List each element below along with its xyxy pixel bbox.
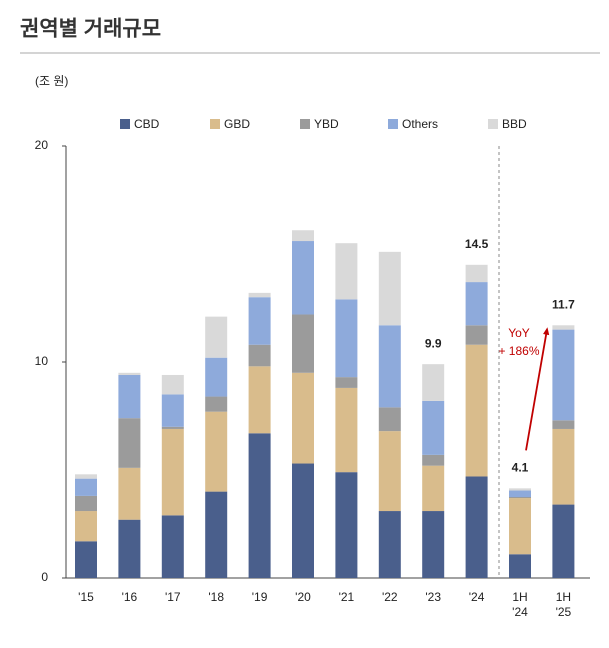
bar-segment xyxy=(118,519,141,578)
bar-segment xyxy=(422,400,445,455)
bar-segment xyxy=(205,396,228,412)
bar-segment xyxy=(335,243,358,300)
x-tick-label: '18 xyxy=(208,590,224,604)
bar-segment xyxy=(75,474,97,479)
bar-segment xyxy=(292,230,314,242)
bar-segment xyxy=(248,292,271,298)
bar-segment xyxy=(161,394,184,427)
legend-label: GBD xyxy=(224,117,250,131)
bar-segment xyxy=(335,377,358,388)
legend-swatch xyxy=(488,119,498,129)
bar-segment xyxy=(552,329,575,421)
legend-swatch xyxy=(120,119,130,129)
bar-segment xyxy=(552,428,575,505)
bar-segment xyxy=(509,497,531,499)
total-label: 4.1 xyxy=(512,461,529,475)
y-tick-label: 0 xyxy=(41,570,48,584)
chart-title: 권역별 거래규모 xyxy=(20,18,161,41)
bar-segment xyxy=(248,366,271,434)
bar-segment xyxy=(205,491,228,578)
bar-segment xyxy=(292,241,314,315)
x-tick-label: '16 xyxy=(122,590,138,604)
unit-label: (조 원) xyxy=(35,74,68,88)
bar-segment xyxy=(465,325,488,345)
total-label: 14.5 xyxy=(465,237,489,251)
bar-segment xyxy=(75,541,97,578)
legend-label: CBD xyxy=(134,117,160,131)
bar-segment xyxy=(422,454,445,466)
bar-segment xyxy=(161,428,184,516)
bar-segment xyxy=(161,426,184,429)
bar-segment xyxy=(248,433,271,578)
legend-swatch xyxy=(388,119,398,129)
bar-segment xyxy=(118,372,141,375)
bar-segment xyxy=(422,511,445,578)
x-tick-label: '21 xyxy=(339,590,355,604)
bar-segment xyxy=(465,282,488,326)
bar-segment xyxy=(75,495,97,512)
bar-segment xyxy=(292,314,314,373)
x-tick-label: 1H '24 xyxy=(512,590,528,619)
bar-segment xyxy=(422,465,445,512)
bar-segment xyxy=(422,364,445,401)
bar-segment xyxy=(161,374,184,395)
legend-swatch xyxy=(300,119,310,129)
legend-label: YBD xyxy=(314,117,339,131)
bar-segment xyxy=(378,431,401,512)
x-tick-label: '23 xyxy=(425,590,441,604)
bar-segment xyxy=(509,488,531,491)
y-tick-label: 20 xyxy=(35,138,49,152)
bar-segment xyxy=(118,467,141,520)
bar-segment xyxy=(118,374,141,419)
bar-segment xyxy=(378,511,401,578)
x-tick-label: '22 xyxy=(382,590,398,604)
bar-segment xyxy=(465,344,488,477)
bar-segment xyxy=(465,476,488,578)
bar-segment xyxy=(465,264,488,283)
bar-segment xyxy=(248,344,271,367)
bar-segment xyxy=(75,478,97,496)
bar-segment xyxy=(335,387,358,473)
x-tick-label: '19 xyxy=(252,590,268,604)
x-tick-label: '15 xyxy=(78,590,94,604)
legend-swatch xyxy=(210,119,220,129)
bar-segment xyxy=(205,357,228,397)
bar-segment xyxy=(292,372,314,464)
x-tick-label: '17 xyxy=(165,590,181,604)
bar-segment xyxy=(335,472,358,578)
bar-segment xyxy=(335,299,358,378)
bar-segment xyxy=(552,420,575,429)
yoy-change: + 186% xyxy=(498,344,539,358)
bar-segment xyxy=(161,515,184,578)
bar-segment xyxy=(378,251,401,326)
bar-segment xyxy=(292,463,314,578)
bar-segment xyxy=(509,490,531,497)
bar-segment xyxy=(378,325,401,408)
bar-segment xyxy=(509,498,531,555)
bar-segment xyxy=(205,411,228,492)
x-tick-label: 1H '25 xyxy=(556,590,572,619)
bar-segment xyxy=(552,325,575,330)
yoy-label: YoY xyxy=(508,326,530,340)
yoy-arrow xyxy=(525,333,548,451)
bar-segment xyxy=(118,418,141,468)
total-label: 11.7 xyxy=(552,297,575,311)
legend-label: BBD xyxy=(502,117,527,131)
bar-segment xyxy=(552,504,575,578)
bar-segment xyxy=(509,554,531,578)
bar-segment xyxy=(205,316,228,358)
x-tick-label: '24 xyxy=(469,590,485,604)
bar-segment xyxy=(378,407,401,432)
legend-label: Others xyxy=(402,117,438,131)
x-tick-label: '20 xyxy=(295,590,311,604)
total-label: 9.9 xyxy=(425,336,442,350)
y-tick-label: 10 xyxy=(35,354,49,368)
bar-segment xyxy=(248,297,271,345)
yoy-arrowhead xyxy=(543,327,550,336)
bar-segment xyxy=(75,511,97,542)
